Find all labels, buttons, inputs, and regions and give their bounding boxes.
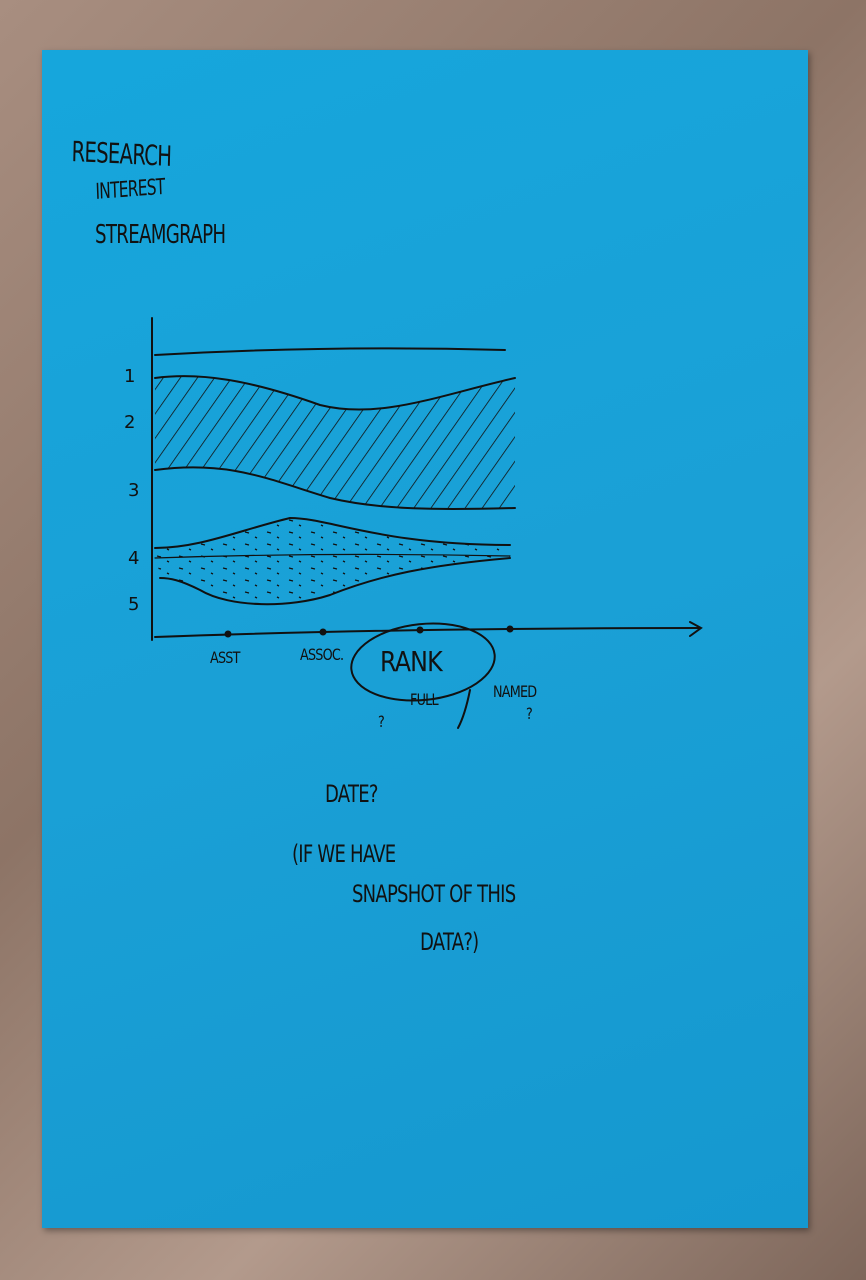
stream-4-middle-line xyxy=(154,553,511,559)
question-mark-annotation: ? xyxy=(378,712,385,731)
x-tick-dot-named xyxy=(506,625,514,633)
stream-2-bottom-line xyxy=(154,466,516,510)
sketch-title-line-3: Streamgraph xyxy=(95,220,226,250)
note-date: Date? xyxy=(325,780,378,808)
x-axis-label-rank: Rank xyxy=(380,645,443,678)
x-tick-dot-full xyxy=(416,626,424,634)
blue-paper-sheet xyxy=(42,50,808,1228)
note-line-3: snapshot of this xyxy=(352,880,516,908)
x-tick-label-asst: Asst xyxy=(210,648,240,667)
x-axis-arrowhead xyxy=(689,621,703,637)
y-tick-label-3: 3 xyxy=(128,480,139,501)
stream-4-top-line xyxy=(154,516,511,549)
x-axis-line xyxy=(154,627,701,638)
y-tick-label-1: 1 xyxy=(124,366,135,387)
stream-2-hatched-area xyxy=(155,376,515,509)
x-tick-dot-asst xyxy=(224,630,232,638)
y-tick-label-2: 2 xyxy=(124,412,135,433)
question-mark-annotation: ? xyxy=(526,704,533,723)
stream-1-top-line xyxy=(154,347,506,356)
note-line-4: data?) xyxy=(420,928,479,956)
x-tick-label-full: Full xyxy=(410,690,439,709)
x-tick-label-named: Named xyxy=(493,682,537,701)
rank-circle xyxy=(350,622,496,702)
note-line-2: (If we have xyxy=(292,840,396,868)
stream-4-dotted-area xyxy=(155,518,510,605)
stream-4-bottom-line xyxy=(159,557,511,606)
x-tick-dot-assoc xyxy=(319,628,327,636)
x-tick-label-assoc: Assoc. xyxy=(300,645,344,664)
full-named-slash xyxy=(457,689,471,729)
y-tick-label-4: 4 xyxy=(128,548,139,569)
y-tick-label-5: 5 xyxy=(128,594,139,615)
stream-2-top-line xyxy=(154,375,516,411)
